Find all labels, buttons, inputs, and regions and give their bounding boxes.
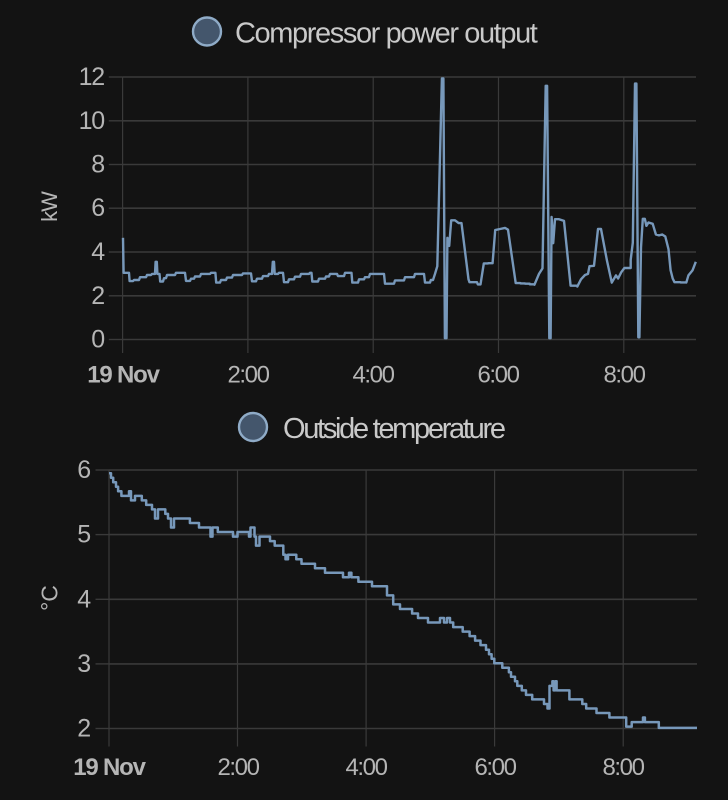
svg-text:4:00: 4:00	[345, 754, 387, 781]
svg-text:2: 2	[91, 282, 104, 310]
svg-text:10: 10	[79, 107, 105, 135]
svg-text:0: 0	[91, 326, 104, 354]
svg-text:2: 2	[77, 715, 90, 743]
svg-text:19 Nov: 19 Nov	[87, 362, 160, 389]
svg-text:4: 4	[77, 585, 91, 613]
svg-text:Outside temperature: Outside temperature	[283, 413, 505, 445]
svg-text:8:00: 8:00	[602, 754, 644, 781]
svg-text:6: 6	[77, 456, 90, 484]
svg-text:6:00: 6:00	[477, 362, 519, 389]
svg-text:°C: °C	[37, 585, 63, 611]
svg-text:6: 6	[91, 194, 104, 222]
svg-text:4: 4	[91, 238, 105, 266]
svg-text:8:00: 8:00	[603, 362, 645, 389]
svg-text:3: 3	[77, 650, 90, 678]
svg-text:19 Nov: 19 Nov	[73, 754, 146, 781]
svg-text:5: 5	[77, 521, 90, 549]
svg-text:12: 12	[79, 63, 105, 91]
svg-text:8: 8	[91, 151, 104, 179]
svg-text:kW: kW	[37, 191, 62, 222]
svg-text:4:00: 4:00	[352, 362, 394, 389]
svg-text:2:00: 2:00	[217, 754, 259, 781]
svg-text:Compressor power output: Compressor power output	[235, 18, 538, 50]
svg-text:2:00: 2:00	[227, 362, 269, 389]
svg-text:6:00: 6:00	[474, 754, 516, 781]
